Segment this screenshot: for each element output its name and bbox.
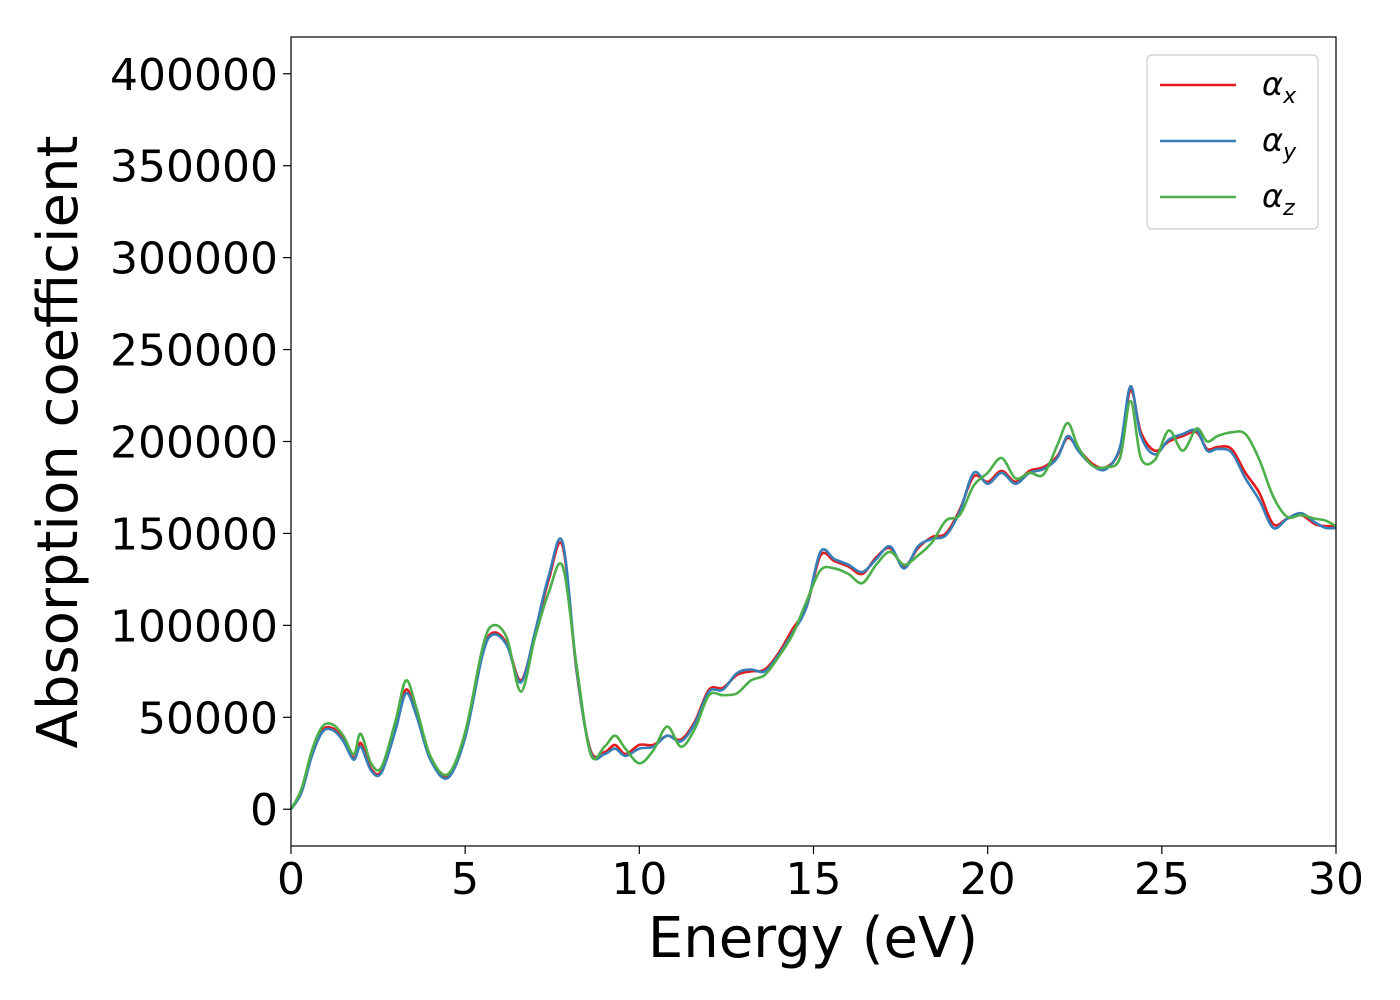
y-tick-label: 100000 [110, 601, 278, 652]
x-tick-label: 25 [1134, 854, 1190, 905]
x-tick-label: 5 [451, 854, 479, 905]
y-tick-label: 300000 [110, 234, 278, 285]
y-axis-title: Absorption coefficient [26, 136, 91, 749]
y-axis-ticks: 0 50000 100000 150000 200000 250000 300000 3500… [110, 50, 291, 836]
x-tick-label: 15 [786, 854, 842, 905]
legend-label-z: αz [1262, 177, 1295, 221]
y-tick-label: 150000 [110, 509, 278, 560]
y-tick-label: 50000 [138, 693, 278, 744]
series-line-y [289, 384, 1337, 810]
y-tick-label: 200000 [110, 418, 278, 469]
series-line-z [289, 399, 1337, 810]
y-tick-label: 0 [250, 785, 278, 836]
x-tick-label: 20 [960, 854, 1016, 905]
y-tick-label: 250000 [110, 326, 278, 377]
x-tick-label: 30 [1308, 854, 1364, 905]
x-axis-ticks: 0 5 10 15 20 25 30 [277, 846, 1364, 905]
y-tick-label: 350000 [110, 142, 278, 193]
plot-lines [289, 384, 1337, 810]
x-tick-label: 0 [277, 854, 305, 905]
series-line-x [289, 388, 1337, 810]
y-tick-label: 400000 [110, 50, 278, 101]
x-tick-label: 10 [611, 854, 667, 905]
x-axis-title: Energy (eV) [648, 906, 978, 971]
